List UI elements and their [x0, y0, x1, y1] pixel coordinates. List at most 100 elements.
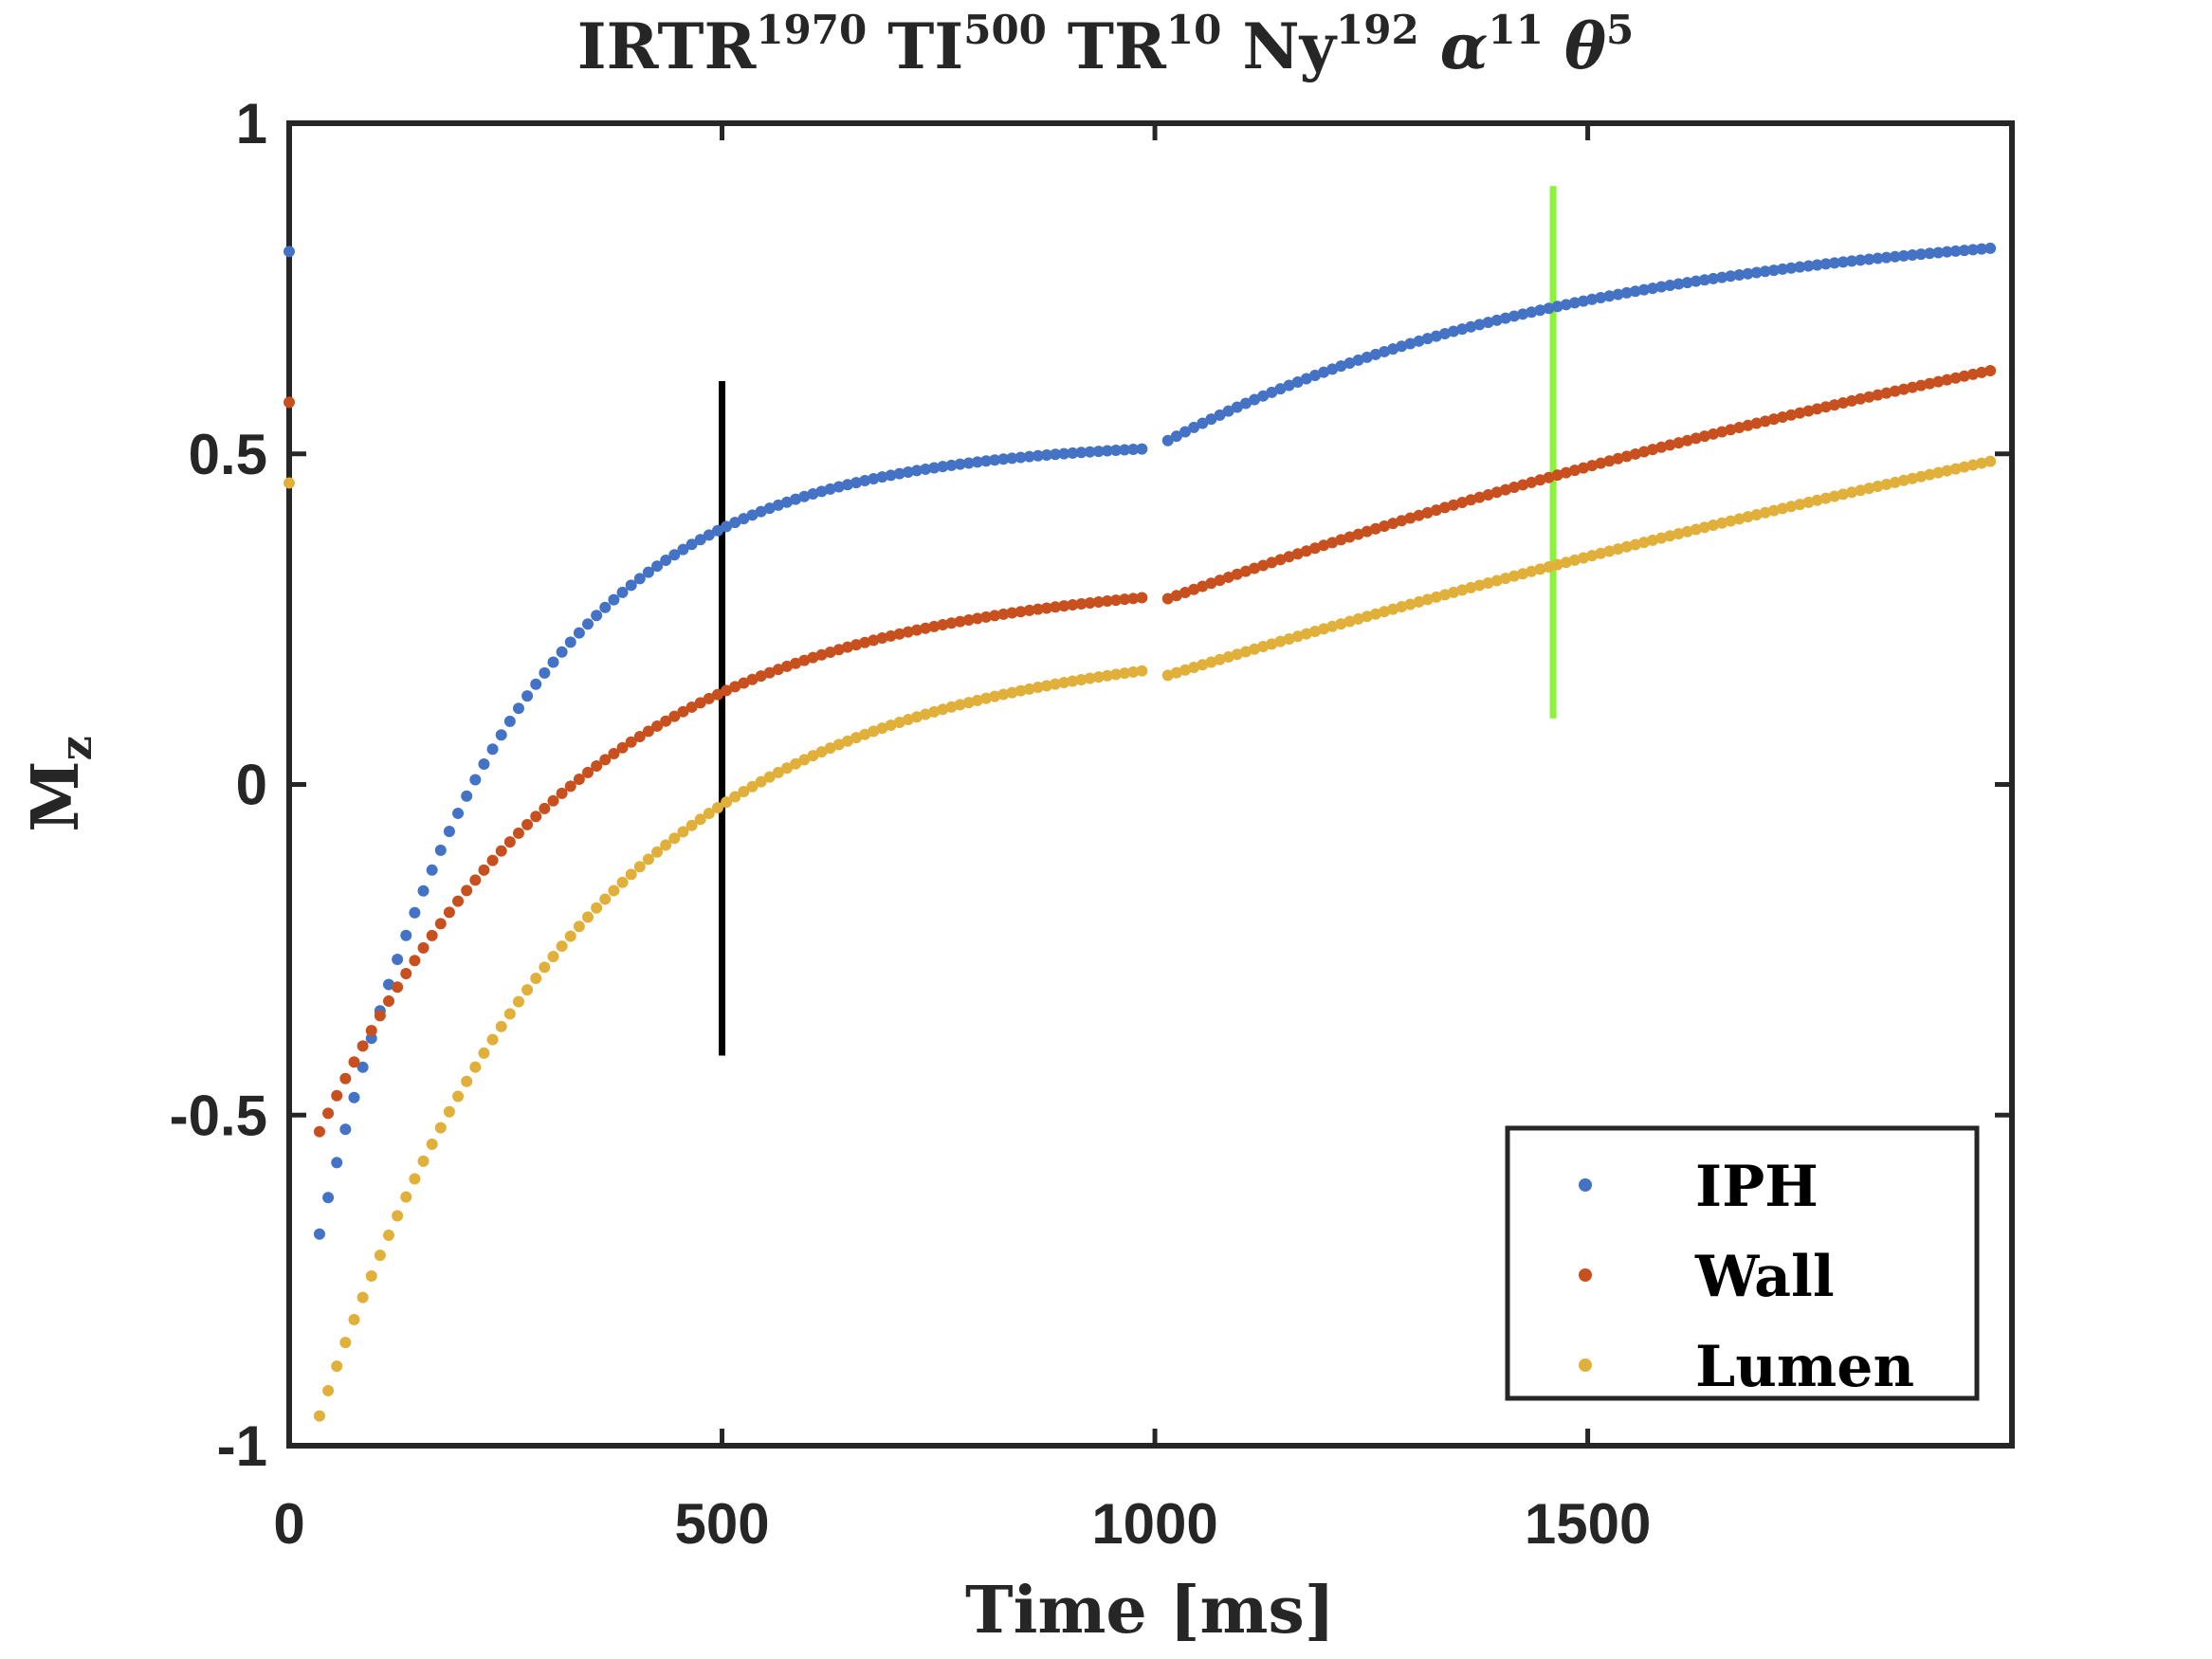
point-lumen-s1 — [625, 868, 637, 881]
point-iph-s2 — [1430, 330, 1442, 342]
point-lumen-s1 — [1075, 673, 1088, 685]
point-lumen-s2 — [1448, 586, 1460, 598]
point-iph-s1 — [980, 455, 993, 467]
point-wall-s1 — [1023, 604, 1035, 616]
point-lumen-s2 — [1508, 570, 1520, 582]
point-lumen-s2 — [1716, 517, 1728, 529]
point-iph-s1 — [937, 461, 949, 473]
point-lumen-s2 — [1543, 560, 1555, 573]
point-lumen-s1 — [989, 690, 1001, 702]
point-wall-s1 — [850, 639, 863, 651]
point-iph-s2 — [1482, 317, 1494, 329]
point-wall-s1 — [530, 811, 542, 823]
point-lumen-s2 — [1526, 565, 1538, 577]
point-wall-s1 — [703, 692, 715, 704]
point-wall-s1 — [1067, 599, 1079, 611]
point-iph-s2 — [1413, 335, 1425, 347]
point-lumen-s1 — [582, 911, 594, 923]
point-lumen-s1 — [322, 1384, 335, 1396]
point-lumen-s1 — [1109, 668, 1122, 681]
point-wall-s2 — [1266, 556, 1278, 569]
point-lumen-s1 — [694, 813, 706, 826]
point-lumen-s2 — [1637, 537, 1650, 549]
point-lumen-s1 — [781, 762, 794, 775]
point-wall-s1 — [746, 673, 759, 685]
point-iph-s1 — [772, 499, 784, 511]
point-iph-s1 — [1032, 449, 1044, 462]
point-lumen-s1 — [1040, 680, 1052, 692]
point-wall-s1 — [920, 622, 932, 634]
point-iph-s1 — [859, 475, 871, 487]
point-lumen-s2 — [1629, 538, 1641, 551]
legend-marker-lumen — [1579, 1358, 1592, 1372]
y-tick-label-2: 0 — [236, 754, 267, 817]
point-lumen-s1 — [469, 1061, 482, 1073]
point-iph-s1 — [850, 477, 863, 489]
point-wall-s2 — [1517, 479, 1529, 491]
point-lumen-s2 — [1837, 488, 1849, 501]
point-lumen-s2 — [1647, 534, 1659, 546]
point-iph-s2 — [1958, 245, 1970, 257]
point-lumen-s1 — [1006, 686, 1018, 699]
point-lumen-s1 — [971, 694, 983, 706]
point-wall-s1 — [339, 1072, 352, 1085]
point-lumen-s2 — [1846, 486, 1858, 499]
point-lumen-s1 — [1050, 678, 1062, 690]
point-iph-s2 — [1802, 260, 1815, 272]
point-wall-s1 — [383, 995, 395, 1008]
legend-label-wall: Wall — [1694, 1244, 1835, 1310]
point-lumen-s2 — [1205, 656, 1217, 668]
point-wall-s2 — [1197, 580, 1209, 592]
point-iph-s2 — [1698, 274, 1710, 286]
y-label-base: M — [18, 760, 94, 831]
point-lumen-s2 — [1906, 472, 1918, 484]
point-iph-s1 — [989, 454, 1001, 466]
point-iph-s2 — [1984, 242, 1997, 254]
point-lumen-s1 — [539, 961, 551, 974]
point-lumen-s2 — [1828, 490, 1840, 502]
point-wall-s2 — [1932, 375, 1945, 388]
point-iph-s2 — [1855, 254, 1867, 266]
legend-marker-wall — [1579, 1268, 1592, 1282]
point-lumen-s2 — [1161, 669, 1174, 682]
point-wall-s2 — [1802, 405, 1815, 417]
point-wall-s1 — [937, 619, 949, 631]
point-wall-s1 — [573, 774, 585, 786]
point-iph-s2 — [1473, 319, 1486, 331]
point-wall-s1 — [841, 641, 853, 653]
point-wall-s1 — [868, 634, 880, 647]
point-lumen-s1 — [763, 771, 776, 783]
point-iph-s1 — [417, 884, 430, 897]
point-wall-s2 — [1949, 372, 1962, 384]
point-lumen-s1 — [1023, 683, 1035, 695]
y-tick-label-4: 1 — [236, 92, 267, 155]
point-wall-s1 — [608, 748, 620, 760]
point-wall-s2 — [1698, 430, 1710, 443]
point-iph-s1 — [997, 453, 1010, 465]
point-wall-s2 — [1595, 457, 1607, 469]
point-wall-s1 — [400, 968, 412, 980]
point-iph-s2 — [1387, 343, 1399, 356]
point-lumen-s1 — [417, 1155, 430, 1167]
point-iph-s2 — [1690, 275, 1702, 287]
point-wall-s1 — [902, 626, 914, 638]
point-wall-s2 — [1897, 383, 1910, 395]
point-lumen-s1 — [339, 1337, 352, 1349]
point-wall-s1 — [1092, 595, 1105, 608]
point-lumen-s1 — [980, 692, 993, 704]
point-lumen-s1 — [521, 984, 534, 996]
point-iph-s1 — [971, 456, 983, 468]
point-iph-s1 — [503, 715, 516, 727]
legend-label-lumen: Lumen — [1695, 1334, 1914, 1400]
point-lumen-s2 — [1283, 632, 1295, 645]
point-lumen-s2 — [1490, 574, 1503, 587]
point-lumen-s1 — [374, 1249, 386, 1262]
point-wall-s2 — [1889, 385, 1901, 397]
point-iph-s2 — [1837, 256, 1849, 268]
point-lumen-s2 — [1603, 545, 1616, 557]
point-iph-s1 — [841, 479, 853, 491]
point-lumen-s1 — [1127, 665, 1140, 678]
point-lumen-s2 — [1421, 593, 1434, 606]
point-lumen-s1 — [729, 791, 741, 803]
